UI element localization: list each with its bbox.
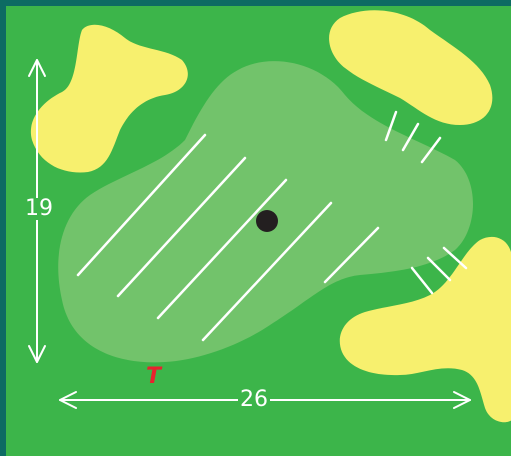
hole-icon — [256, 210, 278, 232]
slope-line — [323, 226, 380, 284]
slope-hatching — [76, 110, 468, 342]
height-dimension-label: 19 — [23, 196, 55, 221]
bunker-top-left — [30, 24, 188, 173]
slope-line — [426, 256, 452, 282]
bunker-bottom-right — [339, 236, 511, 423]
slope-line — [116, 156, 247, 298]
slope-line — [156, 178, 288, 320]
slope-line — [420, 136, 442, 164]
slope-line — [384, 110, 398, 142]
slope-line — [442, 246, 468, 270]
width-dimension-label: 26 — [238, 387, 270, 412]
slope-line — [401, 122, 420, 152]
slope-line — [76, 133, 207, 277]
slope-line — [410, 266, 434, 295]
slope-line — [201, 201, 333, 342]
bunker-top-right — [329, 10, 493, 126]
tee-marker-icon: T — [146, 364, 162, 389]
